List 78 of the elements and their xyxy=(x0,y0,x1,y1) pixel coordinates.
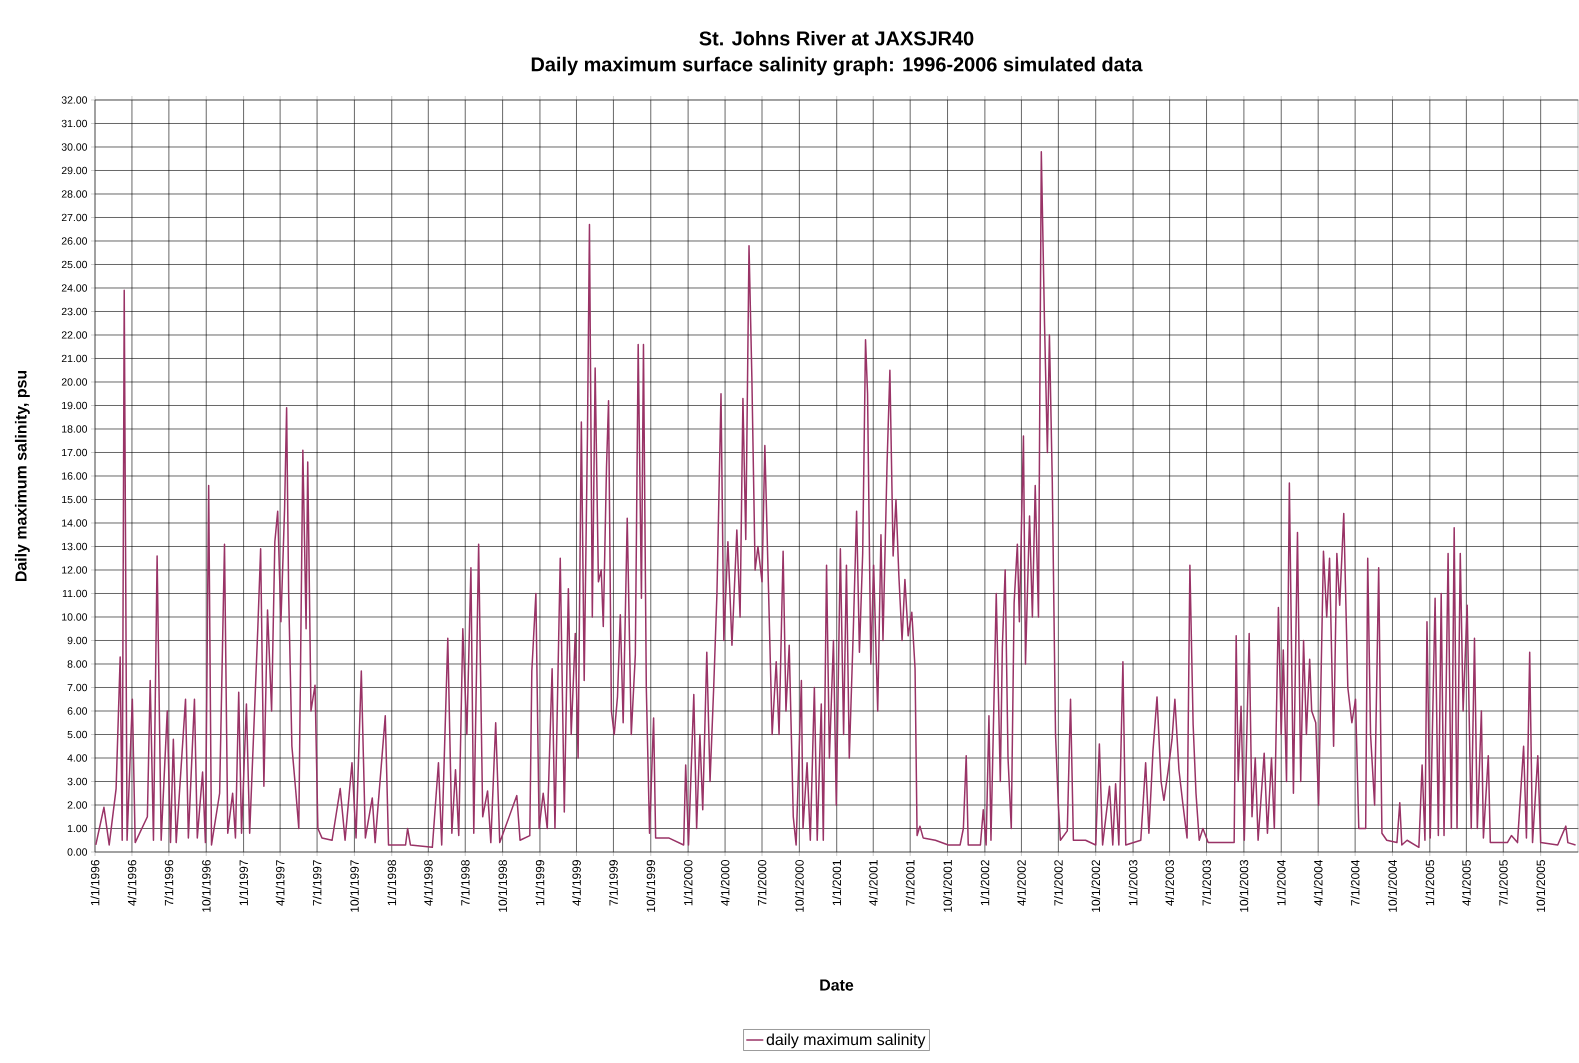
x-tick-label: 7/1/1998 xyxy=(460,860,470,906)
y-tick-label: 18.00 xyxy=(62,425,88,433)
y-tick-label: 20.00 xyxy=(61,378,88,386)
y-tick-label: 5.00 xyxy=(67,730,88,739)
y-tick-label: 7.00 xyxy=(67,683,88,692)
x-tick-label: 1/1/2003 xyxy=(1128,860,1138,906)
x-tick-label: 4/1/1996 xyxy=(127,860,137,906)
x-tick-label: 10/1/2005 xyxy=(1536,860,1546,912)
x-tick-label: 1/1/1998 xyxy=(387,860,397,906)
x-tick-label: 4/1/1997 xyxy=(275,860,285,906)
y-tick-label: 0.00 xyxy=(67,848,88,856)
x-tick-label: 10/1/1997 xyxy=(350,860,359,912)
y-tick-label: 22.00 xyxy=(61,331,88,339)
y-tick-label: 1.00 xyxy=(67,824,88,833)
y-tick-label: 27.00 xyxy=(61,213,88,222)
chart-subtitle: Daily maximum surface salinity graph: 1996-2006 simulated data xyxy=(531,56,1143,76)
y-tick-label: 21.00 xyxy=(61,354,88,363)
x-tick-label: 10/1/2000 xyxy=(794,859,804,912)
x-tick-label: 10/1/2004 xyxy=(1388,859,1397,912)
y-tick-label: 2.00 xyxy=(67,801,88,809)
y-tick-label: 17.00 xyxy=(62,448,88,457)
y-tick-label: 24.00 xyxy=(61,284,88,292)
x-tick-label: 10/1/2003 xyxy=(1239,860,1249,912)
x-tick-label: 4/1/2000 xyxy=(720,859,730,906)
y-tick-label: 10.00 xyxy=(62,613,88,621)
y-tick-label: 8.00 xyxy=(67,660,88,668)
x-tick-label: 4/1/1998 xyxy=(423,860,433,906)
x-tick-label: 4/1/2003 xyxy=(1165,860,1174,906)
x-tick-label: 1/1/1996 xyxy=(90,860,100,906)
x-tick-label: 1/1/1999 xyxy=(535,860,545,906)
y-tick-label: 4.00 xyxy=(67,754,88,762)
x-tick-label: 1/1/2005 xyxy=(1425,860,1435,906)
y-tick-label: 30.00 xyxy=(61,143,88,151)
y-tick-label: 14.00 xyxy=(62,519,88,527)
y-tick-label: 29.00 xyxy=(61,166,88,175)
y-tick-label: 12.00 xyxy=(62,566,88,574)
x-tick-label: 7/1/1997 xyxy=(312,860,322,906)
x-tick-label: 10/1/2002 xyxy=(1091,860,1101,912)
x-tick-label: 1/1/1997 xyxy=(239,860,248,906)
x-tick-label: 4/1/1999 xyxy=(572,860,581,906)
y-tick-label: 28.00 xyxy=(61,190,88,198)
y-tick-label: 15.00 xyxy=(62,495,88,504)
x-tick-label: 7/1/1996 xyxy=(164,860,174,906)
x-tick-label: 1/1/2004 xyxy=(1276,859,1286,906)
y-tick-label: 9.00 xyxy=(67,636,88,645)
y-tick-label: 23.00 xyxy=(61,307,88,316)
x-tick-label: 4/1/2004 xyxy=(1313,859,1323,906)
x-tick-label: 10/1/2001 xyxy=(943,860,952,912)
y-tick-label: 13.00 xyxy=(62,542,88,551)
y-tick-label: 26.00 xyxy=(61,237,88,245)
x-tick-label: 4/1/2002 xyxy=(1017,860,1026,906)
x-tick-label: 7/1/2005 xyxy=(1498,860,1508,906)
x-tick-label: 10/1/1999 xyxy=(646,860,656,912)
y-tick-label: 19.00 xyxy=(62,401,88,410)
y-tick-label: 31.00 xyxy=(61,119,88,128)
y-axis-title: Daily maximum salinity, psu xyxy=(14,370,30,582)
y-tick-label: 11.00 xyxy=(62,589,88,598)
x-tick-label: 10/1/1998 xyxy=(498,860,507,912)
x-tick-label: 1/1/2002 xyxy=(980,860,990,906)
y-tick-label: 6.00 xyxy=(67,707,88,715)
y-tick-label: 32.00 xyxy=(61,96,88,104)
x-tick-label: 7/1/2003 xyxy=(1202,860,1211,906)
x-tick-label: 10/1/1996 xyxy=(201,860,211,912)
x-tick-label: 7/1/2004 xyxy=(1350,859,1360,906)
legend-label: daily maximum salinity xyxy=(766,1033,926,1049)
x-tick-label: 1/1/2000 xyxy=(683,859,693,906)
x-tick-label: 4/1/2005 xyxy=(1461,860,1471,906)
y-tick-label: 16.00 xyxy=(62,472,88,480)
x-tick-label: 7/1/2001 xyxy=(905,860,915,906)
x-tick-label: 7/1/1999 xyxy=(609,860,618,906)
x-tick-label: 1/1/2001 xyxy=(832,860,842,906)
y-tick-label: 3.00 xyxy=(67,777,88,786)
chart-title: St. Johns River at JAXSJR40 xyxy=(699,30,974,46)
x-tick-label: 4/1/2001 xyxy=(868,860,878,906)
x-tick-label: 7/1/2002 xyxy=(1053,860,1063,906)
x-axis-title: Date xyxy=(820,979,854,991)
y-tick-label: 25.00 xyxy=(61,260,88,269)
x-tick-label: 7/1/2000 xyxy=(757,859,767,906)
